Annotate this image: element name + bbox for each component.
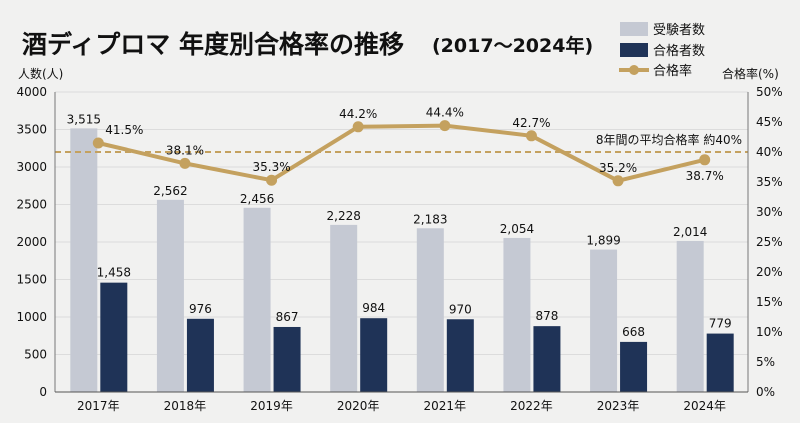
right-tick-label: 0% (756, 385, 775, 399)
left-tick-label: 500 (24, 348, 47, 362)
legend-marker-rate (629, 65, 639, 75)
left-tick-label: 0 (39, 385, 47, 399)
rate-polyline (97, 123, 706, 183)
x-tick-label: 2021年 (424, 399, 467, 413)
bar-passers (273, 326, 301, 392)
bar-examinees (156, 199, 184, 392)
rate-point (179, 157, 191, 169)
label-passers: 779 (709, 317, 732, 331)
rate-point (266, 174, 278, 186)
bar-passers (360, 318, 388, 392)
left-tick-label: 2500 (16, 198, 47, 212)
x-tick-label: 2024年 (683, 399, 726, 413)
left-tick-label: 4000 (16, 85, 47, 99)
right-tick-label: 50% (756, 85, 783, 99)
right-tick-label: 20% (756, 265, 783, 279)
bar-passers (620, 341, 648, 392)
rate-label: 41.5% (105, 123, 143, 137)
right-tick-label: 15% (756, 295, 783, 309)
bar-passers (706, 333, 734, 392)
label-passers: 970 (449, 302, 472, 316)
chart-title: 酒ディプロマ 年度別合格率の推移 (22, 30, 404, 59)
rate-point (92, 137, 104, 149)
rate-label: 44.2% (339, 107, 377, 121)
rate-label: 35.2% (599, 161, 637, 175)
average-reference-label: 8年間の平均合格率 約40% (596, 132, 742, 147)
label-examinees: 2,183 (413, 212, 447, 226)
right-axis-title: 合格率(%) (722, 66, 779, 81)
x-tick-label: 2019年 (250, 399, 293, 413)
x-tick-label: 2022年 (510, 399, 553, 413)
chart-title-suffix: (2017〜2024年) (432, 34, 593, 57)
x-tick-label: 2018年 (164, 399, 207, 413)
x-tick-label: 2023年 (597, 399, 640, 413)
label-examinees: 3,515 (67, 112, 101, 126)
rate-label: 42.7% (512, 116, 550, 130)
rate-label: 38.1% (166, 143, 204, 157)
legend-label-passers: 合格者数 (653, 43, 705, 59)
right-tick-label: 25% (756, 235, 783, 249)
rate-label: 44.4% (426, 106, 464, 120)
rate-point (525, 130, 537, 142)
right-tick-label: 10% (756, 325, 783, 339)
bar-examinees (330, 224, 358, 392)
legend-swatch-passers (620, 43, 648, 57)
right-tick-label: 5% (756, 355, 775, 369)
x-tick-label: 2020年 (337, 399, 380, 413)
label-passers: 878 (535, 309, 558, 323)
rate-point (352, 121, 364, 133)
bar-passers (186, 318, 214, 392)
label-examinees: 2,562 (153, 184, 187, 198)
data-labels: 3,515 1,458 2,562 976 2,456 867 2,228 984 2,183 9… (67, 106, 742, 339)
right-tick-label: 30% (756, 205, 783, 219)
rate-point (699, 154, 711, 166)
label-passers: 976 (189, 302, 212, 316)
left-tick-label: 3000 (16, 160, 47, 174)
left-tick-label: 1000 (16, 310, 47, 324)
bar-examinees (676, 240, 704, 392)
label-examinees: 2,014 (673, 225, 707, 239)
label-passers: 668 (622, 325, 645, 339)
left-tick-label: 3500 (16, 123, 47, 137)
bar-examinees (70, 128, 98, 392)
label-passers: 1,458 (97, 266, 131, 280)
label-passers: 984 (362, 301, 385, 315)
label-examinees: 1,899 (586, 234, 620, 248)
right-tick-label: 35% (756, 175, 783, 189)
bar-examinees (590, 249, 618, 392)
left-tick-label: 1500 (16, 273, 47, 287)
label-examinees: 2,228 (327, 209, 361, 223)
label-passers: 867 (276, 310, 299, 324)
x-tick-label: 2017年 (77, 399, 120, 413)
bar-passers (446, 319, 474, 392)
left-axis-title: 人数(人) (18, 66, 63, 81)
bar-passers (100, 282, 128, 392)
label-examinees: 2,054 (500, 222, 534, 236)
label-examinees: 2,456 (240, 192, 274, 206)
bar-examinees (416, 228, 444, 392)
legend-label-examinees: 受験者数 (653, 23, 705, 38)
left-tick-label: 2000 (16, 235, 47, 249)
axes: 0 500 1000 1500 2000 2500 3000 3500 4000 0% 5% 10% 1… (16, 85, 782, 413)
rate-label: 38.7% (686, 169, 724, 183)
bar-examinees (503, 237, 531, 392)
rate-point (439, 120, 451, 132)
right-tick-label: 45% (756, 115, 783, 129)
legend-swatch-examinees (620, 22, 648, 36)
rate-line (55, 120, 748, 187)
bars (70, 128, 734, 392)
right-tick-label: 40% (756, 145, 783, 159)
bar-passers (533, 326, 561, 392)
legend: 受験者数 合格者数 合格率 (619, 22, 705, 79)
rate-point (612, 175, 624, 187)
legend-label-rate: 合格率 (653, 63, 692, 79)
rate-label: 35.3% (253, 160, 291, 174)
bar-examinees (243, 207, 271, 392)
